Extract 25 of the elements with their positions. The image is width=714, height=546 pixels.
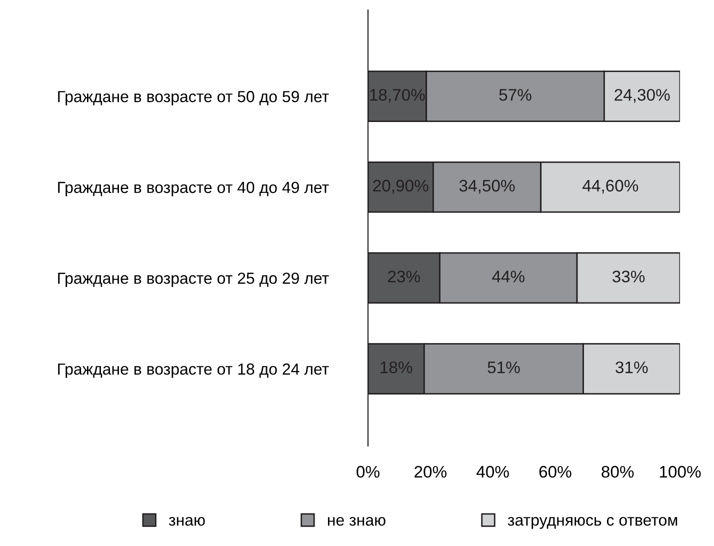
data-label: 24,30% [614, 88, 670, 103]
data-label: 51% [488, 362, 520, 374]
x-tick-label: 60% [539, 466, 572, 478]
data-label: 18,70% [370, 88, 425, 103]
data-label: 18% [380, 361, 412, 374]
x-tick-label: 80% [602, 466, 634, 478]
legend-label: затрудняюсь с ответом [508, 516, 678, 529]
data-label: 57% [499, 89, 532, 101]
legend-label: не знаю [328, 516, 386, 526]
data-label: 20,90% [373, 180, 428, 194]
data-label: 33% [612, 270, 645, 282]
data-label: 44,60% [582, 180, 638, 194]
legend-label: знаю [168, 516, 205, 526]
data-label: 23% [388, 270, 420, 282]
x-tick-label: 0% [356, 466, 380, 478]
x-tick-label: 20% [414, 466, 446, 478]
y-tick-label: Граждане в возрасте от 40 до 49 лет [58, 182, 329, 196]
y-tick-label: Граждане в возрасте от 25 до 29 лет [58, 272, 329, 288]
y-tick-label: Граждане в возрасте от 50 до 59 лет [58, 90, 329, 106]
x-tick-label: 100% [660, 466, 701, 478]
y-tick-label: Граждане в возрасте от 18 до 24 лет [58, 363, 329, 378]
x-tick-label: 40% [476, 466, 509, 478]
data-label: 44% [492, 270, 524, 282]
data-label: 34,50% [459, 180, 515, 194]
data-label: 31% [616, 361, 648, 374]
